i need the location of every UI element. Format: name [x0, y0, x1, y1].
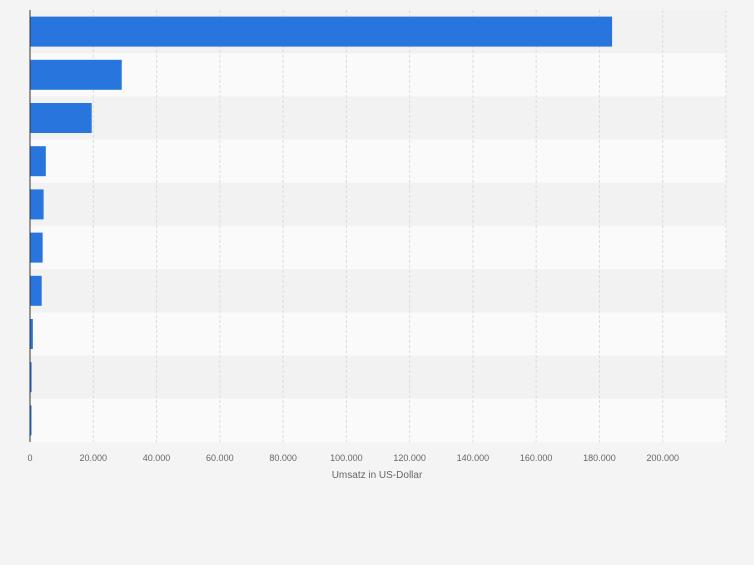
row-band: [30, 226, 726, 270]
row-band: [30, 182, 726, 226]
bars: [30, 16, 613, 436]
x-tick-label: 100.000: [330, 453, 363, 463]
bar[interactable]: [30, 362, 32, 393]
row-bands: [30, 10, 726, 442]
x-tick-label: 160.000: [520, 453, 553, 463]
bar[interactable]: [30, 232, 43, 263]
x-tick-labels: 0 20.000 40.000 60.000 80.000 100.000 120.000 1…: [27, 453, 679, 463]
x-tick-label: 20.000: [80, 453, 108, 463]
x-tick-label: 200.000: [646, 453, 679, 463]
bar[interactable]: [30, 59, 122, 90]
x-tick-label: 80.000: [269, 453, 297, 463]
gridlines: [92, 10, 727, 442]
row-band: [30, 53, 726, 97]
bar[interactable]: [30, 103, 92, 133]
bar[interactable]: [30, 189, 44, 220]
x-tick-label: 120.000: [393, 453, 426, 463]
row-band: [30, 398, 726, 442]
row-band: [30, 355, 726, 399]
x-tick-label: 0: [27, 453, 32, 463]
x-axis-title: Umsatz in US-Dollar: [332, 470, 423, 481]
bar[interactable]: [30, 319, 33, 349]
bar[interactable]: [30, 146, 46, 177]
x-tick-label: 40.000: [143, 453, 171, 463]
bar[interactable]: [30, 405, 32, 436]
row-band: [30, 96, 726, 140]
x-tick-label: 60.000: [206, 453, 234, 463]
row-band: [30, 312, 726, 356]
bar[interactable]: [30, 275, 42, 306]
row-band: [30, 269, 726, 313]
bar[interactable]: [30, 16, 613, 47]
x-tick-label: 180.000: [583, 453, 616, 463]
row-band: [30, 139, 726, 183]
x-tick-label: 140.000: [457, 453, 490, 463]
